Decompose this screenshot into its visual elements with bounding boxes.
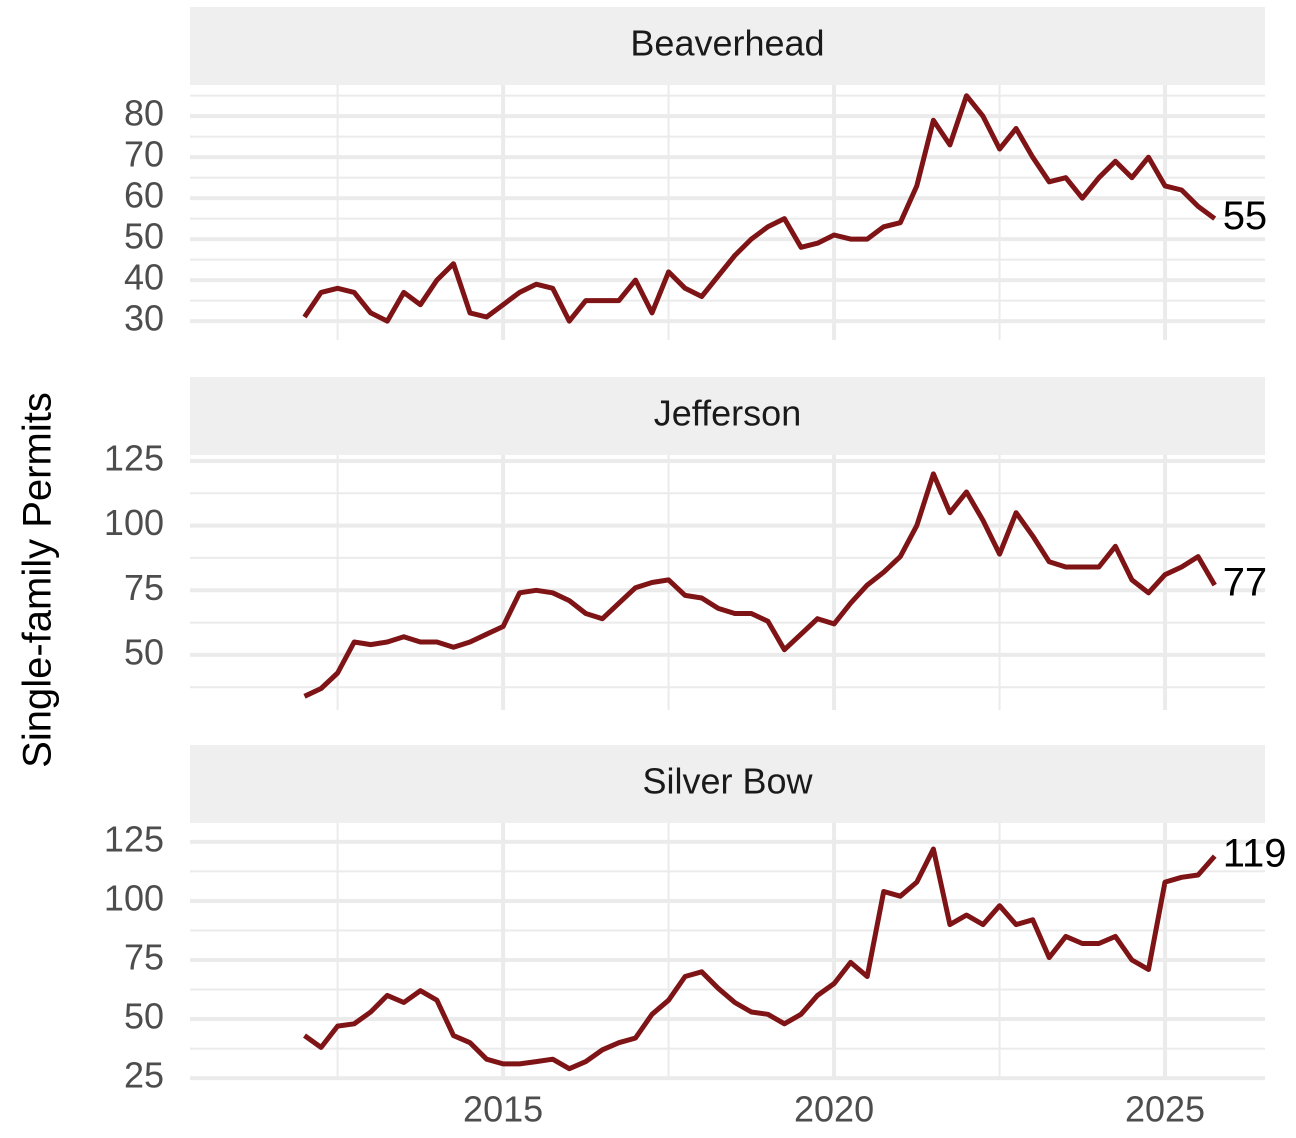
data-line xyxy=(303,846,1217,1072)
y-tick-label: 60 xyxy=(124,175,164,216)
y-tick-label: 25 xyxy=(124,1055,164,1096)
y-tick-label: 70 xyxy=(124,134,164,175)
y-axis-title: Single-family Permits xyxy=(16,392,60,768)
end-label: 119 xyxy=(1223,832,1287,876)
y-tick-label: 75 xyxy=(124,567,164,608)
y-tick-label: 125 xyxy=(104,818,164,859)
y-tick-label: 100 xyxy=(104,502,164,543)
end-label: 77 xyxy=(1223,561,1268,605)
y-tick-label: 50 xyxy=(124,216,164,257)
data-line xyxy=(303,471,1217,699)
end-label: 55 xyxy=(1223,194,1268,238)
y-tick-label: 80 xyxy=(124,93,164,134)
strip-title: Beaverhead xyxy=(630,23,824,64)
strip xyxy=(190,377,1265,455)
strip xyxy=(190,745,1265,823)
x-tick-label: 2015 xyxy=(463,1089,543,1130)
y-tick-label: 50 xyxy=(124,996,164,1037)
x-tick-label: 2025 xyxy=(1125,1089,1205,1130)
y-tick-label: 40 xyxy=(124,257,164,298)
strip xyxy=(190,7,1265,85)
y-tick-label: 30 xyxy=(124,298,164,339)
y-tick-label: 100 xyxy=(104,877,164,918)
data-line xyxy=(302,93,1217,324)
strip-title: Jefferson xyxy=(654,393,801,434)
y-tick-label: 75 xyxy=(124,937,164,978)
strip-title: Silver Bow xyxy=(642,761,813,802)
x-tick-label: 2020 xyxy=(794,1089,874,1130)
y-tick-label: 125 xyxy=(104,437,164,478)
y-tick-label: 50 xyxy=(124,631,164,672)
